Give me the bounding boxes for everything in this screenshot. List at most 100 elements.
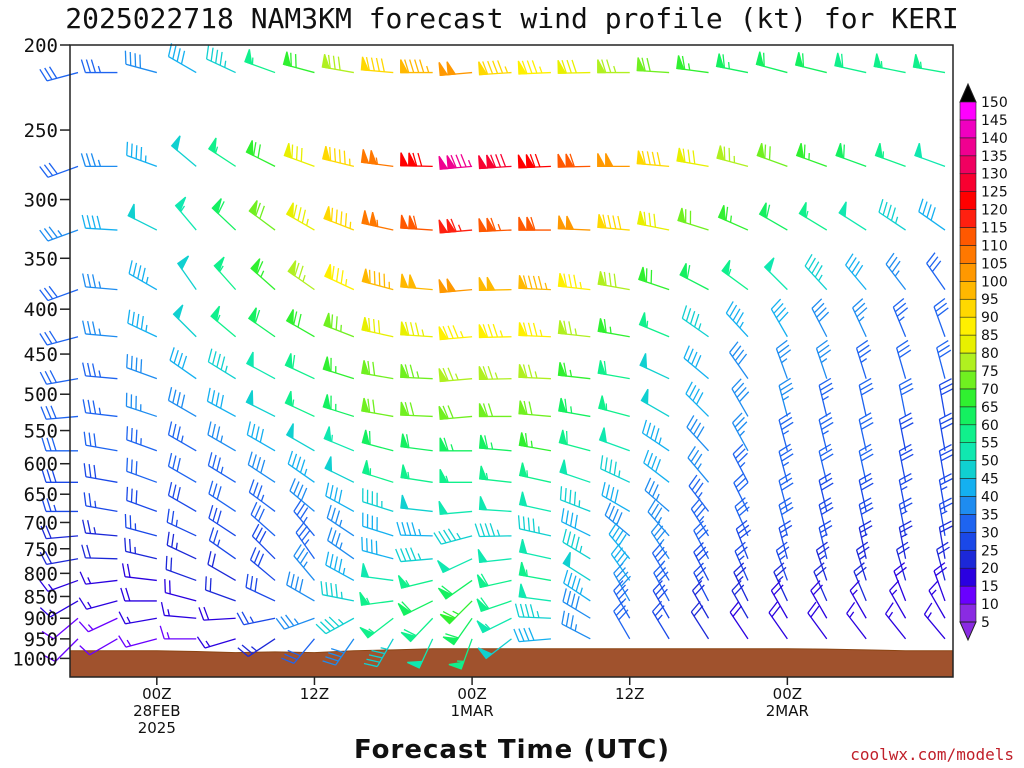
wind-barb [775,339,792,379]
wind-barb [914,142,946,167]
barb-flag [490,217,497,231]
barb-flag [776,339,788,350]
barb-flag [375,57,380,72]
wind-barb [892,298,909,337]
barb-half-flag [98,407,102,415]
y-tick-label: 350 [24,248,58,270]
barb-flag [778,520,791,529]
barb-flag [129,538,132,553]
wind-barb [638,312,670,338]
barb-flag [220,356,226,370]
barb-shaft [325,617,355,635]
barb-flag [842,144,845,159]
colorbar-label: 45 [981,472,999,488]
wind-barb [81,214,118,231]
barb-half-flag [302,561,308,568]
barb-flag [646,151,651,165]
barb-flag [127,309,131,324]
barb-flag [656,152,661,166]
barb-flag [480,573,489,586]
barb-flag [895,566,907,577]
barb-flag [691,478,701,491]
barb-flag [777,546,790,556]
wind-barb [236,611,276,626]
barb-pennant [439,437,449,452]
wind-barb [359,617,394,639]
barb-flag [120,587,126,602]
barb-flag [778,412,791,421]
barb-pennant [438,279,449,294]
barb-flag [647,499,656,513]
barb-pennant [557,153,567,168]
barb-flag [571,575,577,589]
wind-barb [323,264,355,291]
barb-pennant [324,456,333,473]
barb-flag [335,268,340,282]
barb-shaft [735,528,749,560]
barb-flag [923,602,933,615]
barb-shaft [284,617,315,630]
colorbar-swatch [959,227,977,246]
barb-flag [41,498,47,512]
barb-flag [526,60,533,74]
barb-pennant [565,153,575,168]
y-tick-label: 1000 [12,648,58,670]
barb-pennant [439,469,449,483]
wind-barb [213,256,237,291]
wind-barb [478,434,512,452]
barb-flag [176,426,181,440]
barb-shaft [85,333,118,338]
barb-flag [939,412,952,420]
barb-half-flag [87,624,94,631]
barb-flag [696,426,705,439]
barb-flag [694,313,700,328]
barb-flag [527,322,533,337]
barb-flag [165,555,168,570]
barb-shaft [563,582,591,602]
barb-flag [888,256,898,269]
barb-flag [170,557,173,572]
colorbar-swatch [959,334,977,354]
wind-barb [691,580,710,619]
barb-flag [778,311,789,323]
wind-barb [324,456,355,483]
y-tick-label: 250 [24,120,58,142]
wind-barb [688,474,710,512]
barb-flag [688,474,698,487]
barb-shaft [933,570,946,602]
wind-barb [893,562,907,602]
barb-flag [770,298,782,310]
barb-flag [140,315,144,330]
wind-barb [247,451,276,483]
barb-shaft [126,405,158,418]
barb-pennant [518,583,528,599]
barb-flag [930,207,936,221]
barb-flag [722,54,726,68]
barb-flag [293,204,298,219]
barb-pennant [526,216,535,231]
wind-barb [126,354,158,380]
barb-flag [433,532,442,545]
barb-flag [126,486,129,501]
barb-flag [854,264,864,277]
barb-flag [612,215,617,229]
wind-barb [933,562,948,602]
barb-pennant [478,434,488,450]
wind-barb [39,330,79,346]
wind-barb [118,635,157,648]
barb-flag [40,406,47,420]
barb-flag [166,531,170,546]
barb-flag [937,344,950,354]
barb-pennant [285,423,294,440]
barb-shaft [773,571,788,602]
barb-flag [300,487,308,501]
barb-pennant [323,426,332,443]
wind-barb [613,600,631,640]
barb-pennant [557,362,567,377]
wind-barb [400,59,433,74]
barb-shaft [644,489,670,512]
wind-barb [717,204,749,231]
barb-half-flag [687,63,691,71]
wind-barb [205,45,236,74]
barb-flag [256,456,262,471]
